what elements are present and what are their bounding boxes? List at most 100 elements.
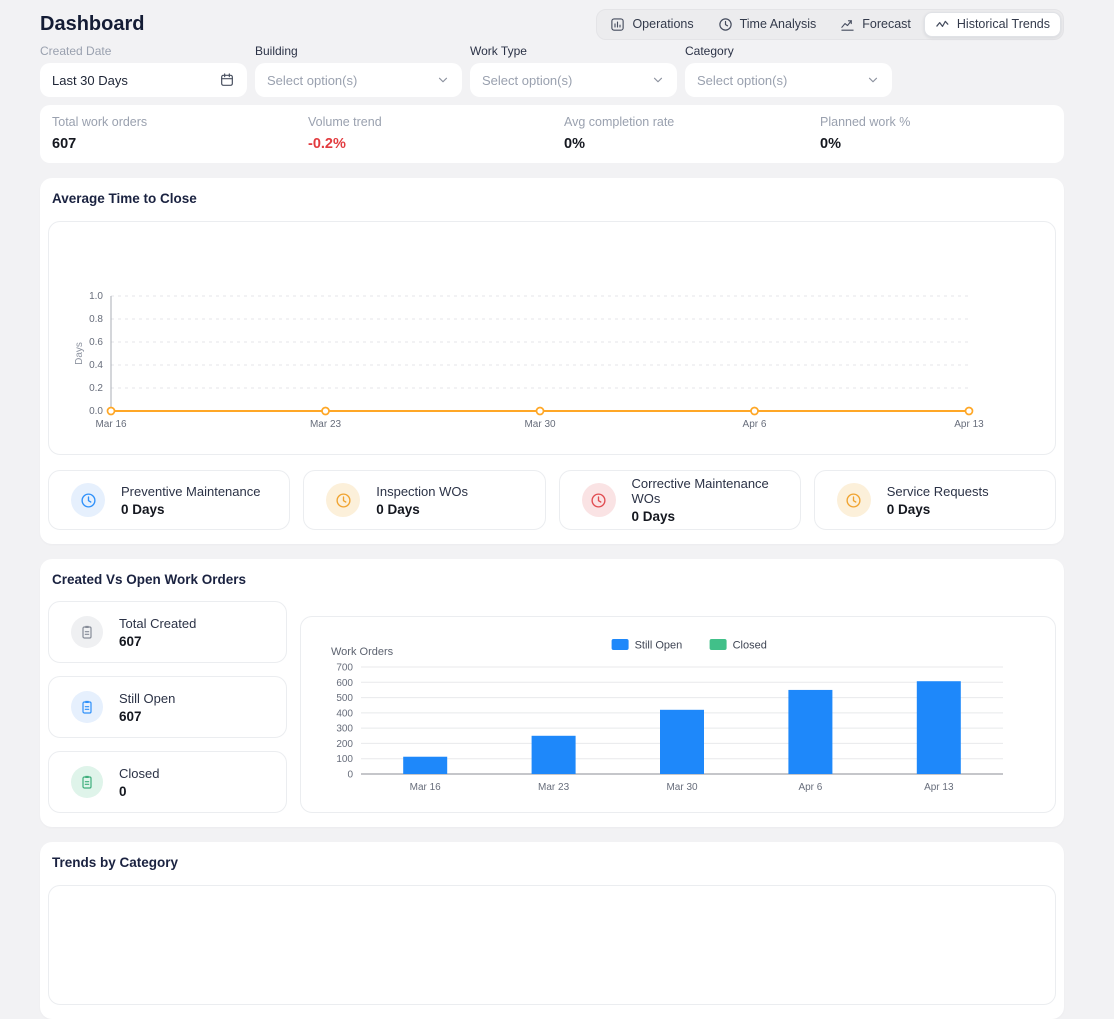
svg-text:300: 300 — [336, 724, 353, 735]
legend-closed[interactable]: Closed — [710, 639, 767, 652]
stat-value: -0.2% — [308, 136, 552, 152]
clock-icon — [335, 492, 352, 509]
card-icon-circle — [326, 483, 360, 517]
tab-label: Forecast — [862, 17, 911, 31]
svg-text:Closed: Closed — [733, 640, 767, 652]
filter-label: Work Type — [470, 44, 677, 58]
building-dropdown[interactable]: Select option(s) — [255, 63, 462, 97]
clock-icon — [845, 492, 862, 509]
tab-forecast[interactable]: Forecast — [829, 12, 922, 37]
tab-time-analysis[interactable]: Time Analysis — [707, 12, 828, 37]
card-text: Closed0 — [119, 766, 159, 799]
filter-label: Building — [255, 44, 462, 58]
clock-icon — [590, 492, 607, 509]
card-text: Total Created 607 — [119, 616, 196, 649]
chevron-down-icon — [866, 73, 880, 87]
card-icon-circle — [71, 691, 103, 723]
card-value: 0 Days — [376, 502, 468, 517]
svg-text:Mar 23: Mar 23 — [538, 782, 570, 793]
category-dropdown[interactable]: Select option(s) — [685, 63, 892, 97]
svg-text:Mar 30: Mar 30 — [524, 419, 556, 430]
bar-still-open-mar-16 — [403, 757, 447, 774]
avg-time-to-close-section: Average Time to Close Days0.00.20.40.60.… — [40, 178, 1064, 544]
filter-work-type: Work Type Select option(s) — [470, 44, 677, 97]
card-text: Inspection WOs0 Days — [376, 484, 468, 517]
svg-text:Apr 6: Apr 6 — [798, 782, 822, 793]
created-vs-open-chart: Work OrdersStill OpenClosed0100200300400… — [300, 616, 1056, 813]
card-text: Corrective Maintenance WOs0 Days — [632, 476, 800, 524]
card-icon-circle — [71, 616, 103, 648]
dashboard-page: Dashboard OperationsTime AnalysisForecas… — [0, 0, 1114, 1019]
top-bar: Dashboard OperationsTime AnalysisForecas… — [40, 8, 1064, 40]
trends-by-category-chart — [48, 885, 1056, 1005]
avg-time-to-close-chart: Days0.00.20.40.60.81.0Mar 16Mar 23Mar 30… — [48, 221, 1056, 455]
clipboard-icon — [79, 774, 95, 790]
clock-icon — [718, 17, 733, 32]
card-value: 0 Days — [632, 509, 800, 524]
card-closed: Closed0 — [48, 751, 287, 813]
tab-label: Time Analysis — [740, 17, 817, 31]
card-icon-circle — [582, 483, 616, 517]
legend-still-open[interactable]: Still Open — [612, 639, 683, 652]
svg-text:Mar 16: Mar 16 — [410, 782, 442, 793]
card-corrective-maintenance-wos: Corrective Maintenance WOs0 Days — [559, 470, 801, 530]
section-title: Trends by Category — [52, 855, 1056, 870]
calendar-icon — [219, 72, 235, 88]
stat-value: 607 — [52, 136, 296, 152]
filter-building: Building Select option(s) — [255, 44, 462, 97]
historical-trends-icon — [935, 17, 950, 32]
filter-placeholder: Select option(s) — [267, 73, 357, 88]
card-value: 607 — [119, 634, 196, 649]
svg-text:Days: Days — [74, 342, 85, 365]
card-icon-circle — [837, 483, 871, 517]
line-chart-svg: Days0.00.20.40.60.81.0Mar 16Mar 23Mar 30… — [49, 222, 1055, 454]
card-still-open: Still Open607 — [48, 676, 287, 738]
svg-text:0.8: 0.8 — [89, 314, 103, 325]
tab-historical-trends[interactable]: Historical Trends — [924, 12, 1061, 37]
svg-text:600: 600 — [336, 678, 353, 689]
bar-still-open-apr-6 — [788, 690, 832, 774]
svg-text:1.0: 1.0 — [89, 291, 103, 302]
card-service-requests: Service Requests0 Days — [814, 470, 1056, 530]
svg-text:Mar 23: Mar 23 — [310, 419, 342, 430]
stat-avg-completion-rate: Avg completion rate0% — [552, 115, 808, 152]
svg-text:Work Orders: Work Orders — [331, 646, 394, 658]
avg-time-metric-cards: Preventive Maintenance0 Days Inspection W… — [48, 470, 1056, 530]
created-vs-open-section: Created Vs Open Work Orders Total Create… — [40, 559, 1064, 827]
card-preventive-maintenance: Preventive Maintenance0 Days — [48, 470, 290, 530]
svg-text:Apr 6: Apr 6 — [743, 419, 767, 430]
date-range-picker[interactable]: Last 30 Days — [40, 63, 247, 97]
view-tabs: Operations Time Analysis Forecast Historica… — [596, 9, 1064, 40]
svg-text:400: 400 — [336, 708, 353, 719]
card-total-created: Total Created 607 — [48, 601, 287, 663]
svg-text:Mar 30: Mar 30 — [666, 782, 698, 793]
filter-label: Category — [685, 44, 892, 58]
clipboard-icon — [79, 624, 95, 640]
svg-text:700: 700 — [336, 663, 353, 674]
svg-text:0.6: 0.6 — [89, 337, 103, 348]
card-label: Total Created — [119, 616, 196, 631]
filter-selected-value: Last 30 Days — [52, 73, 128, 88]
card-icon-circle — [71, 483, 105, 517]
chevron-down-icon — [436, 73, 450, 87]
svg-text:Apr 13: Apr 13 — [954, 419, 984, 430]
filter-category: Category Select option(s) — [685, 44, 892, 97]
stat-value: 0% — [820, 136, 1064, 152]
svg-text:0.4: 0.4 — [89, 360, 103, 371]
svg-text:Mar 16: Mar 16 — [95, 419, 127, 430]
svg-text:200: 200 — [336, 739, 353, 750]
filter-placeholder: Select option(s) — [697, 73, 787, 88]
svg-text:500: 500 — [336, 693, 353, 704]
svg-text:Apr 13: Apr 13 — [924, 782, 954, 793]
section-title: Average Time to Close — [52, 191, 1056, 206]
stat-label: Planned work % — [820, 115, 1064, 129]
svg-text:0.2: 0.2 — [89, 383, 103, 394]
operations-icon — [610, 17, 625, 32]
bar-still-open-mar-30 — [660, 710, 704, 774]
work-type-dropdown[interactable]: Select option(s) — [470, 63, 677, 97]
bar-chart-svg: Work OrdersStill OpenClosed0100200300400… — [301, 617, 1055, 812]
svg-text:0: 0 — [347, 770, 353, 781]
clipboard-icon — [79, 699, 95, 715]
stat-label: Avg completion rate — [564, 115, 808, 129]
tab-operations[interactable]: Operations — [599, 12, 704, 37]
